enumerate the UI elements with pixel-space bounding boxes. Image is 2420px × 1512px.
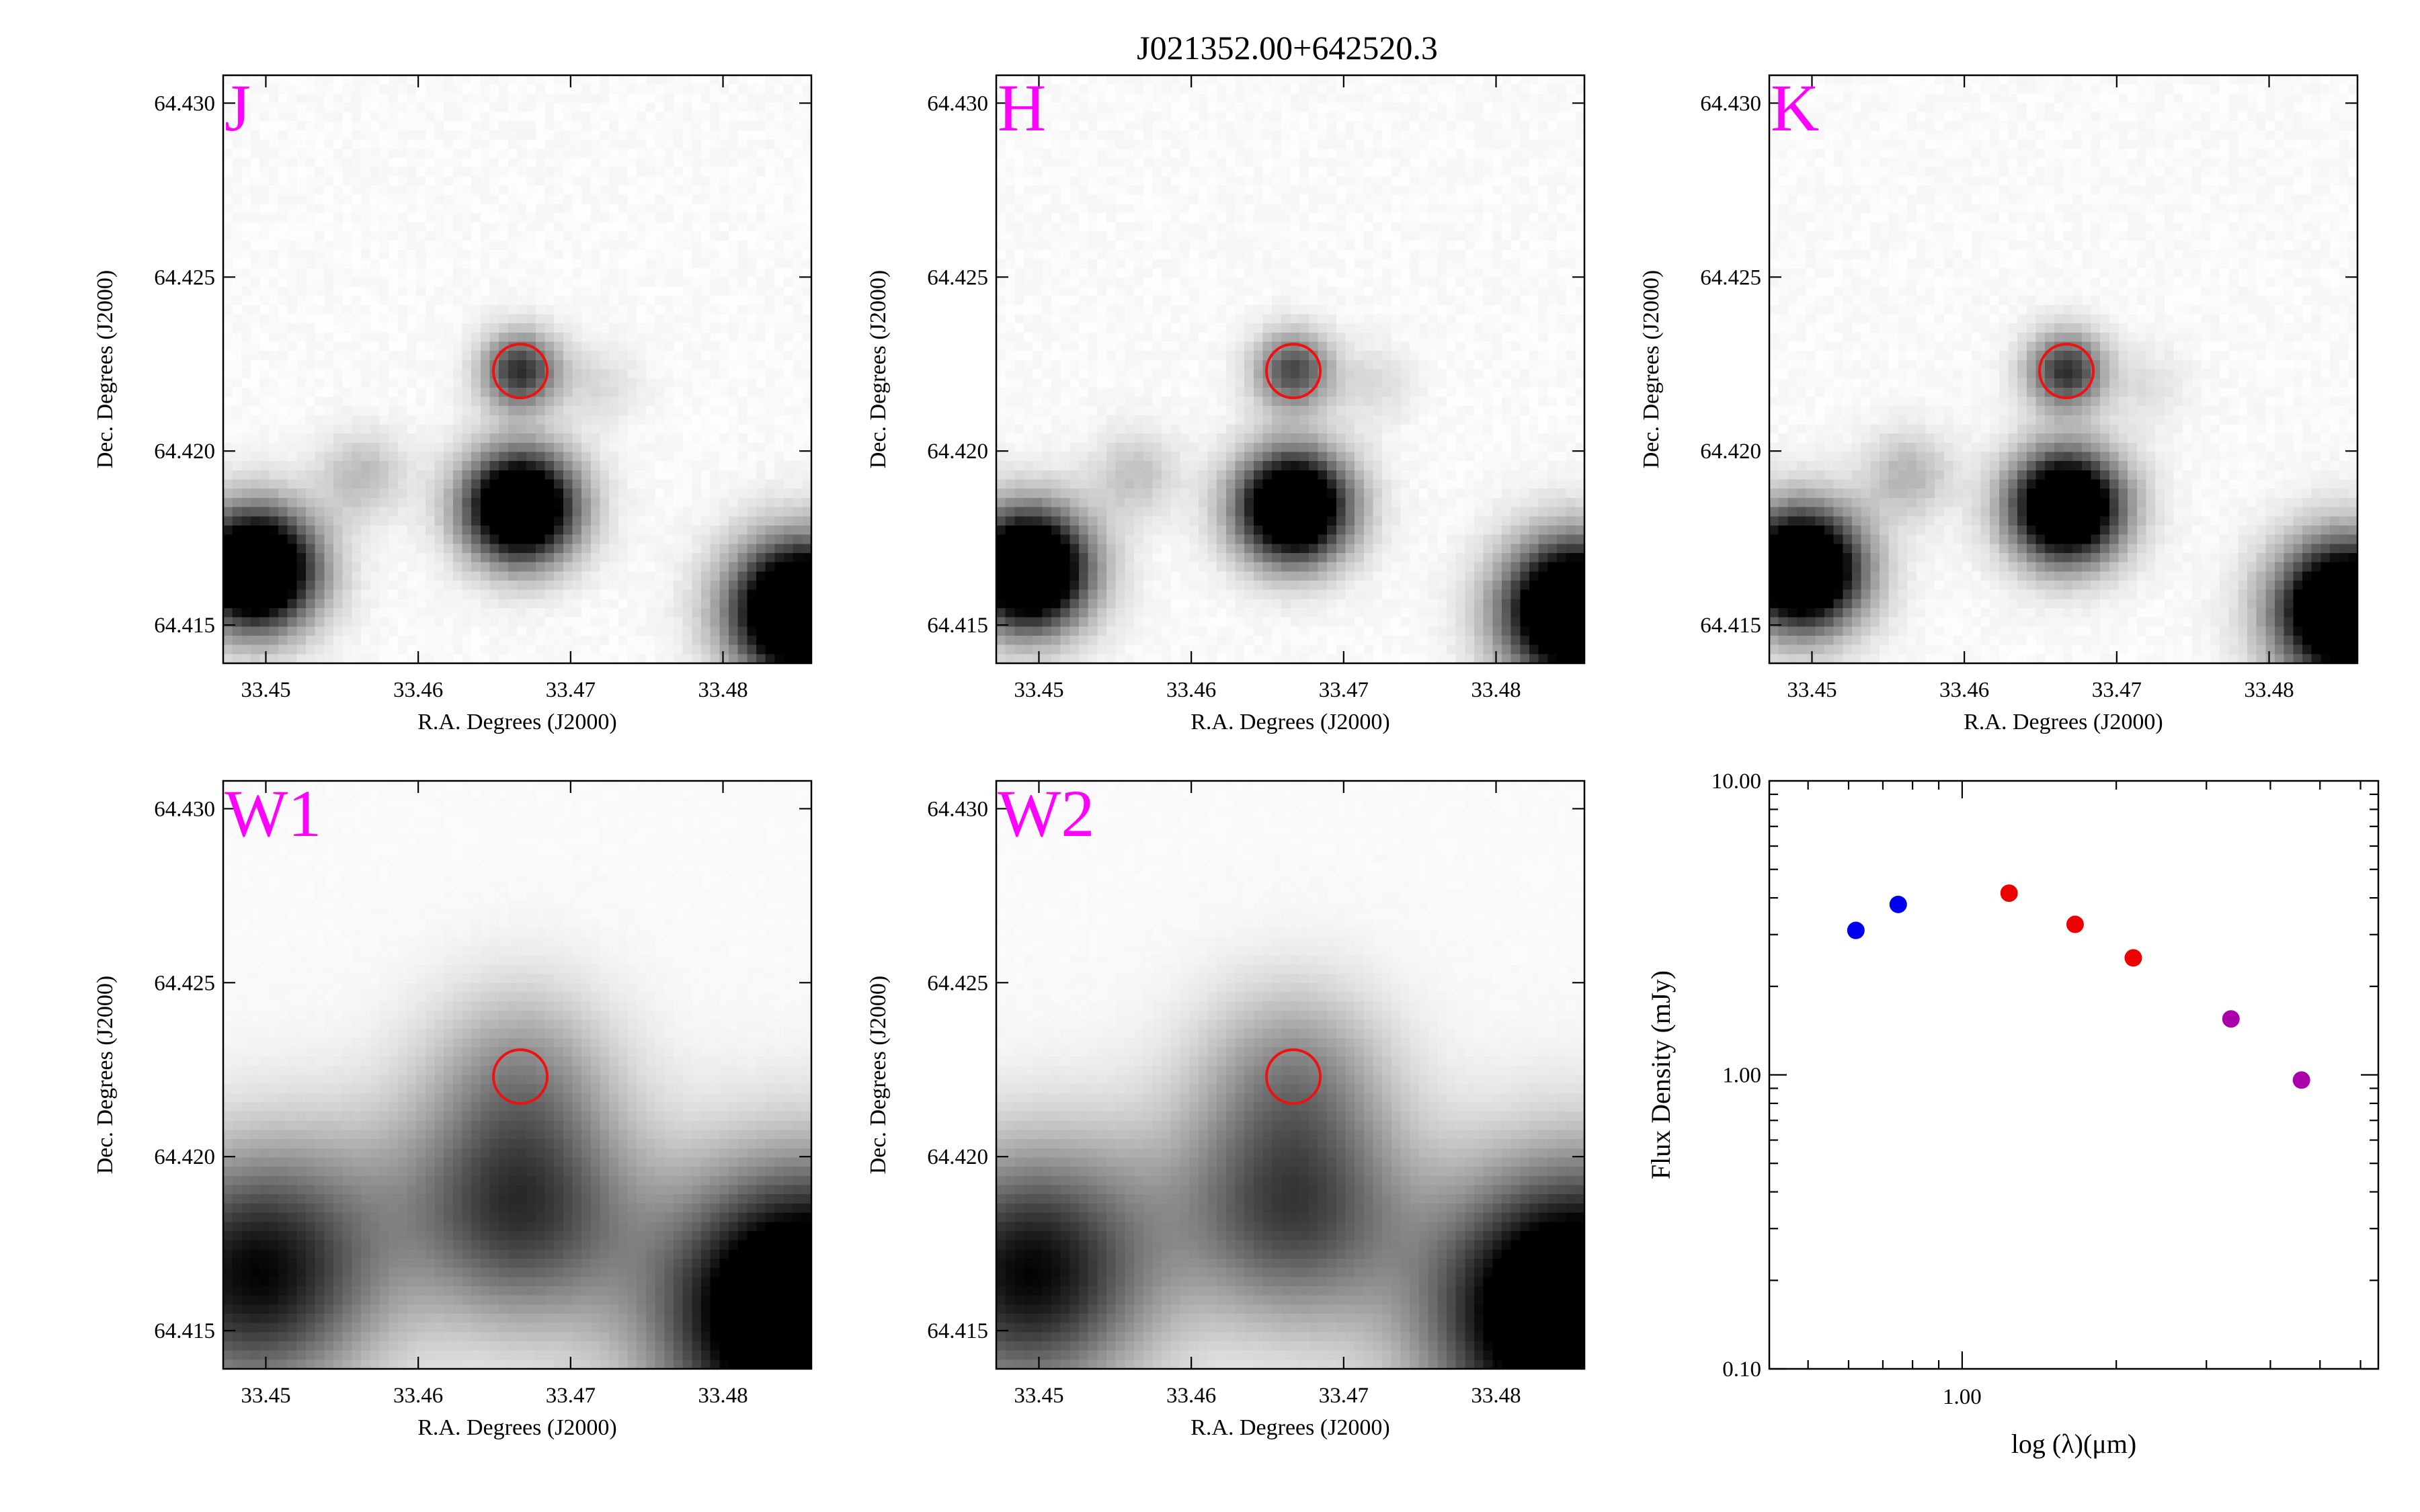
x-axis-label: R.A. Degrees (J2000) (1191, 710, 1390, 734)
y-tick-label: 64.420 (154, 439, 215, 464)
x-axis-label: R.A. Degrees (J2000) (417, 710, 617, 734)
sed-series-1 (2000, 884, 2142, 967)
x-tick-label: 33.48 (698, 1384, 748, 1408)
x-tick-label: 33.48 (698, 678, 748, 702)
y-axis-label: Dec. Degrees (J2000) (93, 270, 118, 469)
cutout-image (996, 781, 1584, 1369)
sed-frame (1768, 780, 2380, 1370)
x-axis-label: R.A. Degrees (J2000) (1964, 710, 2163, 734)
cutout-image (1769, 75, 2357, 663)
x-tick-label: 33.46 (393, 678, 443, 702)
sed-point (2000, 884, 2018, 902)
y-tick-label: 64.415 (927, 614, 988, 638)
cutout-image (223, 781, 811, 1369)
panel-w2: 33.45 33.46 33.47 33.48 64.430 64.425 64.420 64… (866, 776, 1586, 1440)
x-tick-label: 33.48 (1471, 1384, 1521, 1408)
y-tick-label: 64.420 (154, 1145, 215, 1169)
x-tick-label: 33.48 (1471, 678, 1521, 702)
y-tick-label: 64.430 (154, 797, 215, 821)
x-axis-label: R.A. Degrees (J2000) (417, 1415, 617, 1440)
x-tick-label: 33.45 (1014, 1384, 1063, 1408)
y-tick-label: 64.425 (154, 265, 215, 290)
sed-y-tick-label: 0.10 (1722, 1357, 1761, 1382)
panel-w1: 33.45 33.46 33.47 33.48 64.430 64.425 64.420 64… (93, 776, 813, 1440)
sed-point (1889, 895, 1907, 913)
y-axis-label: Dec. Degrees (J2000) (1639, 270, 1664, 469)
panel-frame (1768, 74, 2359, 665)
x-tick-label: 33.46 (393, 1384, 443, 1408)
y-tick-label: 64.420 (927, 1145, 988, 1169)
y-tick-label: 64.425 (927, 971, 988, 995)
y-axis-label: Dec. Degrees (J2000) (93, 976, 118, 1175)
x-tick-label: 33.48 (2244, 678, 2294, 702)
target-aperture-circle (2038, 343, 2095, 400)
sed-x-tick-label: 1.00 (1943, 1385, 1982, 1409)
cutout-image (996, 75, 1584, 663)
sed-point (1847, 921, 1865, 939)
panel-frame (995, 74, 1586, 665)
image-panels: 33.45 33.46 33.47 33.48 64.430 64.425 64.420 64… (93, 71, 2359, 1440)
y-tick-label: 64.430 (927, 91, 988, 116)
y-tick-label: 64.425 (1700, 265, 1761, 290)
sed-point (2222, 1010, 2240, 1028)
y-tick-label: 64.415 (1700, 614, 1761, 638)
cutout-image (223, 75, 811, 663)
y-tick-label: 64.425 (927, 265, 988, 290)
panel-frame (222, 780, 813, 1370)
band-label: K (1771, 71, 1819, 145)
target-aperture-circle (1265, 343, 1322, 400)
panel-frame (995, 780, 1586, 1370)
x-tick-label: 33.47 (546, 1384, 596, 1408)
panel-k: 33.45 33.46 33.47 33.48 64.430 64.425 64.420 64… (1639, 71, 2359, 734)
band-label: W1 (225, 776, 321, 851)
x-tick-label: 33.47 (2092, 678, 2142, 702)
y-tick-label: 64.425 (154, 971, 215, 995)
y-tick-label: 64.415 (154, 614, 215, 638)
band-label: J (225, 71, 251, 145)
y-tick-label: 64.415 (927, 1319, 988, 1343)
x-tick-label: 33.45 (1787, 678, 1837, 702)
x-tick-label: 33.45 (1014, 678, 1063, 702)
y-axis-label: Dec. Degrees (J2000) (866, 976, 891, 1175)
y-tick-label: 64.420 (1700, 439, 1761, 464)
x-tick-label: 33.46 (1939, 678, 1989, 702)
panel-frame (222, 74, 813, 665)
y-tick-label: 64.420 (927, 439, 988, 464)
panel-j: 33.45 33.46 33.47 33.48 64.430 64.425 64.420 64… (93, 71, 813, 734)
sed-series-0 (1847, 895, 1907, 939)
target-aperture-circle (1265, 1048, 1322, 1105)
x-tick-label: 33.45 (241, 678, 290, 702)
sed-series-2 (2222, 1010, 2310, 1089)
sed-plot: 10.00 1.00 0.10 1.00 log (λ)(μm) Flux Density… (1646, 769, 2380, 1459)
y-tick-label: 64.430 (1700, 91, 1761, 116)
figure-title: J021352.00+642520.3 (1137, 29, 1438, 67)
x-tick-label: 33.47 (546, 678, 596, 702)
sed-y-tick-label: 10.00 (1711, 769, 1761, 794)
band-label: H (998, 71, 1046, 145)
sed-y-tick-label: 1.00 (1722, 1064, 1761, 1088)
panel-h: 33.45 33.46 33.47 33.48 64.430 64.425 64.420 64… (866, 71, 1586, 734)
sed-point (2292, 1071, 2310, 1089)
target-aperture-circle (492, 343, 549, 400)
target-aperture-circle (492, 1048, 549, 1105)
x-tick-label: 33.46 (1166, 678, 1216, 702)
sed-y-axis-label: Flux Density (mJy) (1646, 970, 1676, 1179)
y-tick-label: 64.430 (154, 91, 215, 116)
sed-point (2066, 915, 2084, 933)
y-tick-label: 64.415 (154, 1319, 215, 1343)
band-label: W2 (998, 776, 1094, 851)
y-tick-label: 64.430 (927, 797, 988, 821)
x-tick-label: 33.45 (241, 1384, 290, 1408)
x-tick-label: 33.47 (1319, 678, 1369, 702)
x-tick-label: 33.47 (1319, 1384, 1369, 1408)
x-tick-label: 33.46 (1166, 1384, 1216, 1408)
x-axis-label: R.A. Degrees (J2000) (1191, 1415, 1390, 1440)
y-axis-label: Dec. Degrees (J2000) (866, 270, 891, 469)
sed-point (2124, 949, 2142, 967)
sed-x-axis-label: log (λ)(μm) (2011, 1429, 2136, 1459)
